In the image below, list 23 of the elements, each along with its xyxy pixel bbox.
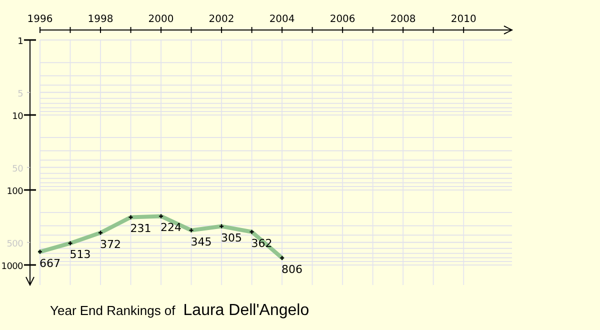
y-tick-label: 100	[6, 186, 24, 197]
data-label: 224	[160, 221, 182, 234]
data-label: 667	[40, 256, 60, 270]
y-tick-label: 1	[18, 37, 23, 47]
data-label: 345	[190, 235, 212, 248]
y-tick-label: 1000	[1, 262, 24, 272]
data-label: 372	[100, 238, 122, 251]
x-tick-label: 2002	[208, 14, 234, 25]
data-label: 305	[221, 231, 242, 244]
x-tick-label: 1996	[27, 14, 53, 25]
x-tick-label: 2010	[450, 14, 476, 25]
y-tick-label: 10	[12, 112, 24, 122]
data-label: 231	[130, 222, 152, 236]
x-tick-label: 2006	[330, 14, 356, 25]
text: Year End Rankings of	[50, 303, 176, 318]
x-tick-label: 2000	[148, 14, 174, 25]
data-label: 362	[251, 236, 272, 250]
x-tick-label: 2004	[269, 14, 295, 25]
x-tick-label: 2008	[390, 14, 416, 25]
text: Laura Dell'Angelo	[183, 302, 310, 319]
data-label: 806	[282, 262, 303, 276]
data-label: 513	[70, 248, 91, 262]
x-tick-label: 1998	[88, 14, 114, 25]
